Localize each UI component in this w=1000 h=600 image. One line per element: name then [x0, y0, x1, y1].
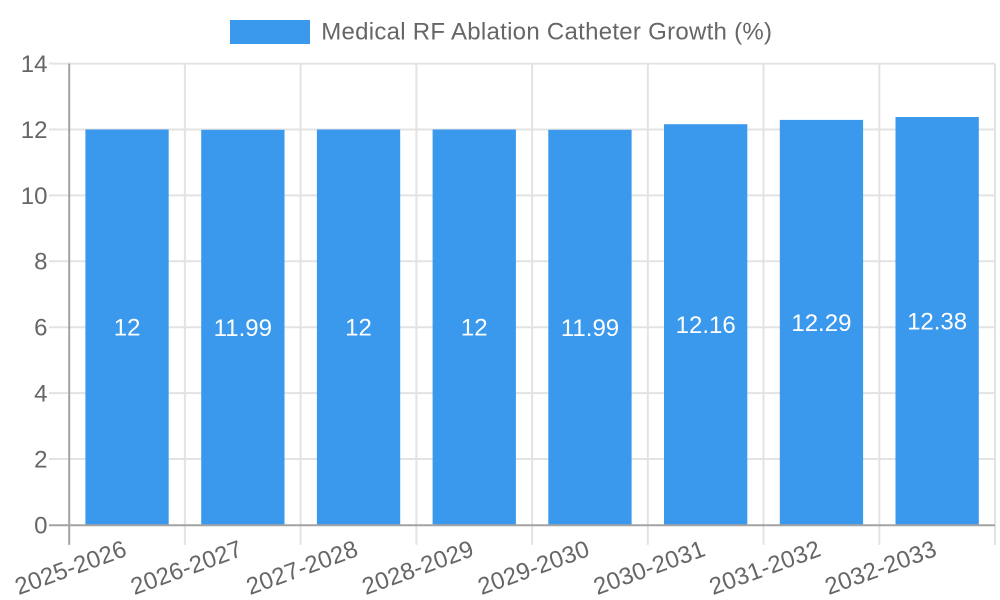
- svg-text:12: 12: [345, 315, 372, 342]
- svg-text:12.16: 12.16: [676, 312, 736, 339]
- svg-text:6: 6: [34, 315, 47, 342]
- svg-text:2: 2: [34, 446, 47, 473]
- svg-text:11.99: 11.99: [561, 315, 619, 342]
- svg-text:12: 12: [21, 117, 48, 144]
- svg-text:0: 0: [34, 512, 47, 539]
- svg-text:12: 12: [114, 315, 141, 342]
- svg-text:12.38: 12.38: [907, 308, 967, 335]
- svg-text:11.99: 11.99: [214, 315, 272, 342]
- svg-text:12.29: 12.29: [791, 310, 851, 337]
- svg-text:12: 12: [461, 315, 488, 342]
- svg-text:Medical RF Ablation Catheter G: Medical RF Ablation Catheter Growth (%): [321, 19, 772, 46]
- svg-text:10: 10: [21, 183, 48, 210]
- svg-text:14: 14: [21, 51, 48, 78]
- svg-text:4: 4: [34, 381, 47, 408]
- svg-text:8: 8: [34, 249, 47, 276]
